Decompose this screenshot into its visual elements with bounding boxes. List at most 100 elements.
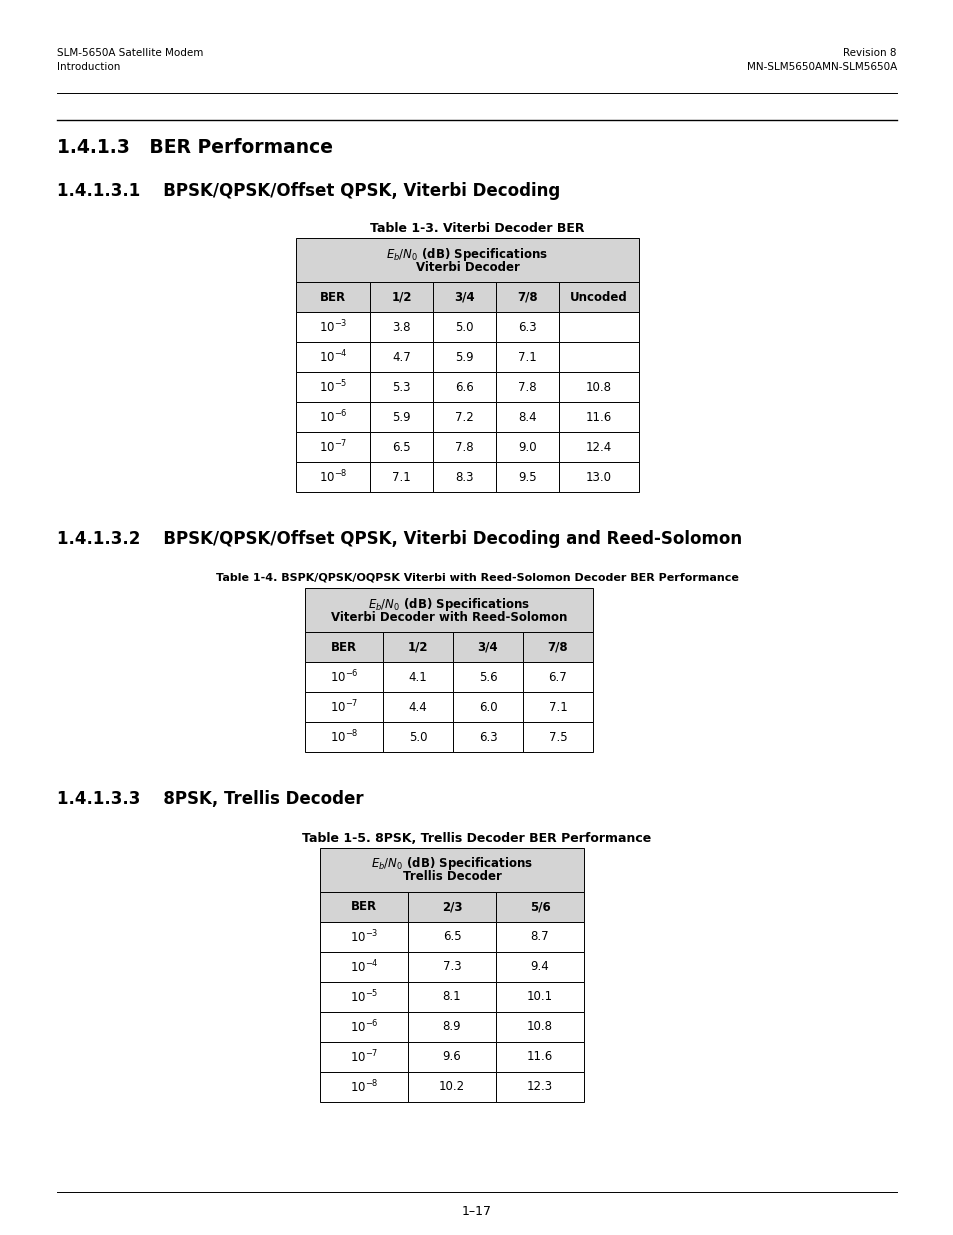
Text: 3/4: 3/4 bbox=[454, 290, 475, 304]
Bar bbox=[382, 722, 453, 752]
Bar bbox=[453, 662, 522, 692]
Text: $10^{-7}$: $10^{-7}$ bbox=[350, 1049, 377, 1066]
Text: Introduction: Introduction bbox=[57, 62, 120, 72]
Bar bbox=[295, 238, 639, 282]
Bar bbox=[408, 1042, 496, 1072]
Bar bbox=[305, 662, 382, 692]
Text: 5.6: 5.6 bbox=[478, 671, 497, 683]
Bar bbox=[558, 462, 639, 492]
Text: 12.4: 12.4 bbox=[585, 441, 612, 453]
Bar bbox=[496, 923, 583, 952]
Bar bbox=[305, 692, 382, 722]
Text: 13.0: 13.0 bbox=[585, 471, 612, 483]
Text: Viterbi Decoder with Reed-Solomon: Viterbi Decoder with Reed-Solomon bbox=[331, 610, 567, 624]
Text: 1.4.1.3   BER Performance: 1.4.1.3 BER Performance bbox=[57, 138, 333, 157]
Bar bbox=[408, 1011, 496, 1042]
Text: Uncoded: Uncoded bbox=[570, 290, 627, 304]
Text: 8.1: 8.1 bbox=[442, 990, 461, 1004]
Text: 12.3: 12.3 bbox=[526, 1081, 553, 1093]
Text: 7/8: 7/8 bbox=[517, 290, 537, 304]
Bar bbox=[370, 312, 433, 342]
Bar bbox=[408, 892, 496, 923]
Bar bbox=[558, 282, 639, 312]
Text: $10^{-6}$: $10^{-6}$ bbox=[330, 668, 358, 685]
Bar bbox=[496, 892, 583, 923]
Bar bbox=[319, 982, 408, 1011]
Text: 10.8: 10.8 bbox=[526, 1020, 553, 1034]
Text: 10.2: 10.2 bbox=[438, 1081, 464, 1093]
Text: 7.8: 7.8 bbox=[517, 380, 537, 394]
Bar bbox=[295, 403, 370, 432]
Text: 10.1: 10.1 bbox=[526, 990, 553, 1004]
Text: Trellis Decoder: Trellis Decoder bbox=[402, 871, 501, 883]
Text: Revision 8: Revision 8 bbox=[842, 48, 896, 58]
Text: 1–17: 1–17 bbox=[461, 1205, 492, 1218]
Bar bbox=[382, 662, 453, 692]
Text: $10^{-7}$: $10^{-7}$ bbox=[318, 438, 347, 456]
Bar bbox=[522, 722, 593, 752]
Bar bbox=[496, 1011, 583, 1042]
Bar bbox=[433, 432, 496, 462]
Bar bbox=[496, 312, 558, 342]
Text: 6.3: 6.3 bbox=[517, 321, 537, 333]
Bar bbox=[496, 342, 558, 372]
Bar bbox=[522, 692, 593, 722]
Text: 5.3: 5.3 bbox=[392, 380, 411, 394]
Bar bbox=[295, 282, 370, 312]
Text: 6.3: 6.3 bbox=[478, 730, 497, 743]
Text: Table 1-5. 8PSK, Trellis Decoder BER Performance: Table 1-5. 8PSK, Trellis Decoder BER Per… bbox=[302, 832, 651, 845]
Text: $10^{-3}$: $10^{-3}$ bbox=[350, 929, 377, 945]
Bar bbox=[370, 462, 433, 492]
Text: Table 1-3. Viterbi Decoder BER: Table 1-3. Viterbi Decoder BER bbox=[370, 222, 583, 235]
Text: 5.0: 5.0 bbox=[408, 730, 427, 743]
Text: 1.4.1.3.1    BPSK/QPSK/Offset QPSK, Viterbi Decoding: 1.4.1.3.1 BPSK/QPSK/Offset QPSK, Viterbi… bbox=[57, 182, 559, 200]
Text: 4.7: 4.7 bbox=[392, 351, 411, 363]
Bar bbox=[433, 342, 496, 372]
Text: 1.4.1.3.2    BPSK/QPSK/Offset QPSK, Viterbi Decoding and Reed-Solomon: 1.4.1.3.2 BPSK/QPSK/Offset QPSK, Viterbi… bbox=[57, 530, 741, 548]
Text: 7.3: 7.3 bbox=[442, 961, 461, 973]
Text: $10^{-4}$: $10^{-4}$ bbox=[349, 958, 378, 976]
Bar bbox=[370, 372, 433, 403]
Bar bbox=[408, 923, 496, 952]
Text: 3/4: 3/4 bbox=[477, 641, 497, 653]
Text: 7.1: 7.1 bbox=[392, 471, 411, 483]
Text: 7.5: 7.5 bbox=[548, 730, 567, 743]
Bar bbox=[433, 372, 496, 403]
Text: $10^{-6}$: $10^{-6}$ bbox=[318, 409, 347, 425]
Bar bbox=[319, 892, 408, 923]
Bar bbox=[370, 403, 433, 432]
Text: 5.9: 5.9 bbox=[455, 351, 474, 363]
Text: $10^{-7}$: $10^{-7}$ bbox=[330, 699, 358, 715]
Bar bbox=[558, 403, 639, 432]
Bar bbox=[496, 432, 558, 462]
Bar bbox=[496, 1042, 583, 1072]
Bar bbox=[382, 692, 453, 722]
Text: $E_b/N_0$ (dB) Specifications: $E_b/N_0$ (dB) Specifications bbox=[371, 856, 533, 872]
Text: $10^{-3}$: $10^{-3}$ bbox=[318, 319, 347, 335]
Text: 6.0: 6.0 bbox=[478, 700, 497, 714]
Bar bbox=[305, 588, 593, 632]
Text: 7.8: 7.8 bbox=[455, 441, 474, 453]
Text: 9.4: 9.4 bbox=[530, 961, 549, 973]
Text: 1.4.1.3.3    8PSK, Trellis Decoder: 1.4.1.3.3 8PSK, Trellis Decoder bbox=[57, 790, 363, 808]
Text: 7.1: 7.1 bbox=[548, 700, 567, 714]
Text: 5/6: 5/6 bbox=[529, 900, 550, 914]
Text: 6.7: 6.7 bbox=[548, 671, 567, 683]
Bar bbox=[496, 1072, 583, 1102]
Text: $10^{-5}$: $10^{-5}$ bbox=[350, 989, 377, 1005]
Bar bbox=[295, 432, 370, 462]
Text: Viterbi Decoder: Viterbi Decoder bbox=[416, 261, 518, 273]
Bar bbox=[370, 342, 433, 372]
Bar bbox=[496, 282, 558, 312]
Text: 8.9: 8.9 bbox=[442, 1020, 461, 1034]
Text: 5.0: 5.0 bbox=[455, 321, 474, 333]
Text: $10^{-8}$: $10^{-8}$ bbox=[330, 729, 358, 745]
Bar bbox=[319, 923, 408, 952]
Bar bbox=[319, 1042, 408, 1072]
Text: 7.2: 7.2 bbox=[455, 410, 474, 424]
Bar bbox=[295, 342, 370, 372]
Bar bbox=[496, 372, 558, 403]
Text: $E_b/N_0$ (dB) Specifications: $E_b/N_0$ (dB) Specifications bbox=[386, 246, 548, 263]
Bar bbox=[295, 372, 370, 403]
Bar bbox=[370, 432, 433, 462]
